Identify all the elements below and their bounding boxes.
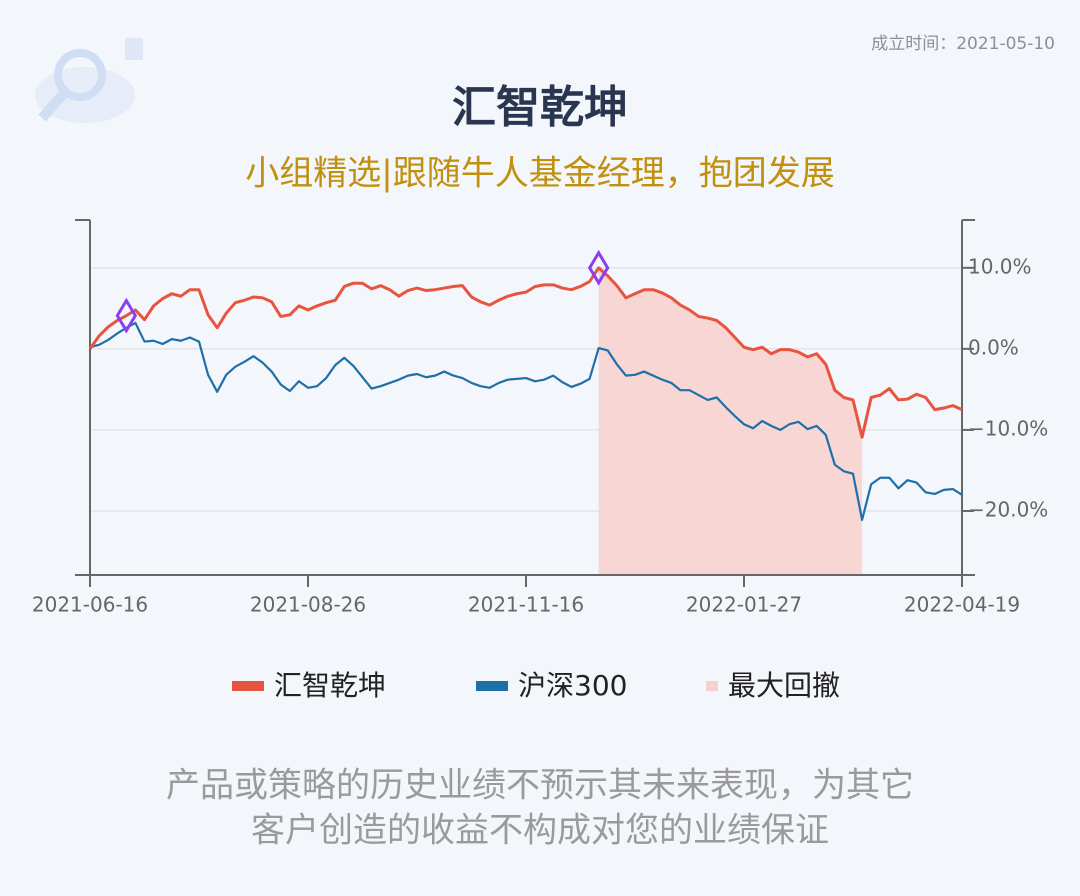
drawdown-area <box>598 267 863 575</box>
y-tick-label: −20.0% <box>968 497 1048 521</box>
peak-marker <box>587 249 610 286</box>
disclaimer: 客户创造的收益不构成对您的业绩保证 <box>251 811 829 851</box>
decoration <box>35 38 143 123</box>
legend-swatch <box>706 681 718 691</box>
chart-title: 汇智乾坤 <box>452 82 628 133</box>
x-tick-label: 2021-08-26 <box>250 593 366 617</box>
y-tick-label: 10.0% <box>968 254 1032 278</box>
x-tick-label: 2022-01-27 <box>686 593 802 617</box>
y-tick-label: −10.0% <box>968 416 1048 440</box>
legend-label: 最大回撤 <box>728 669 840 702</box>
legend-label: 汇智乾坤 <box>274 669 386 702</box>
x-tick-label: 2021-06-16 <box>32 593 148 617</box>
series-line <box>88 266 963 439</box>
chart-subtitle: 小组精选|跟随牛人基金经理，抱团发展 <box>245 154 834 194</box>
legend-swatch <box>232 681 264 691</box>
y-tick-label: 0.0% <box>968 335 1019 359</box>
peak-marker <box>115 297 138 334</box>
disclaimer: 产品或策略的历史业绩不预示其未来表现，为其它 <box>166 766 914 806</box>
legend-swatch <box>476 681 508 691</box>
x-tick-label: 2021-11-16 <box>468 593 584 617</box>
x-tick-label: 2022-04-19 <box>904 593 1020 617</box>
legend-label: 沪深300 <box>518 669 627 702</box>
series-line <box>89 321 963 521</box>
founded-date: 成立时间：2021-05-10 <box>871 34 1055 54</box>
